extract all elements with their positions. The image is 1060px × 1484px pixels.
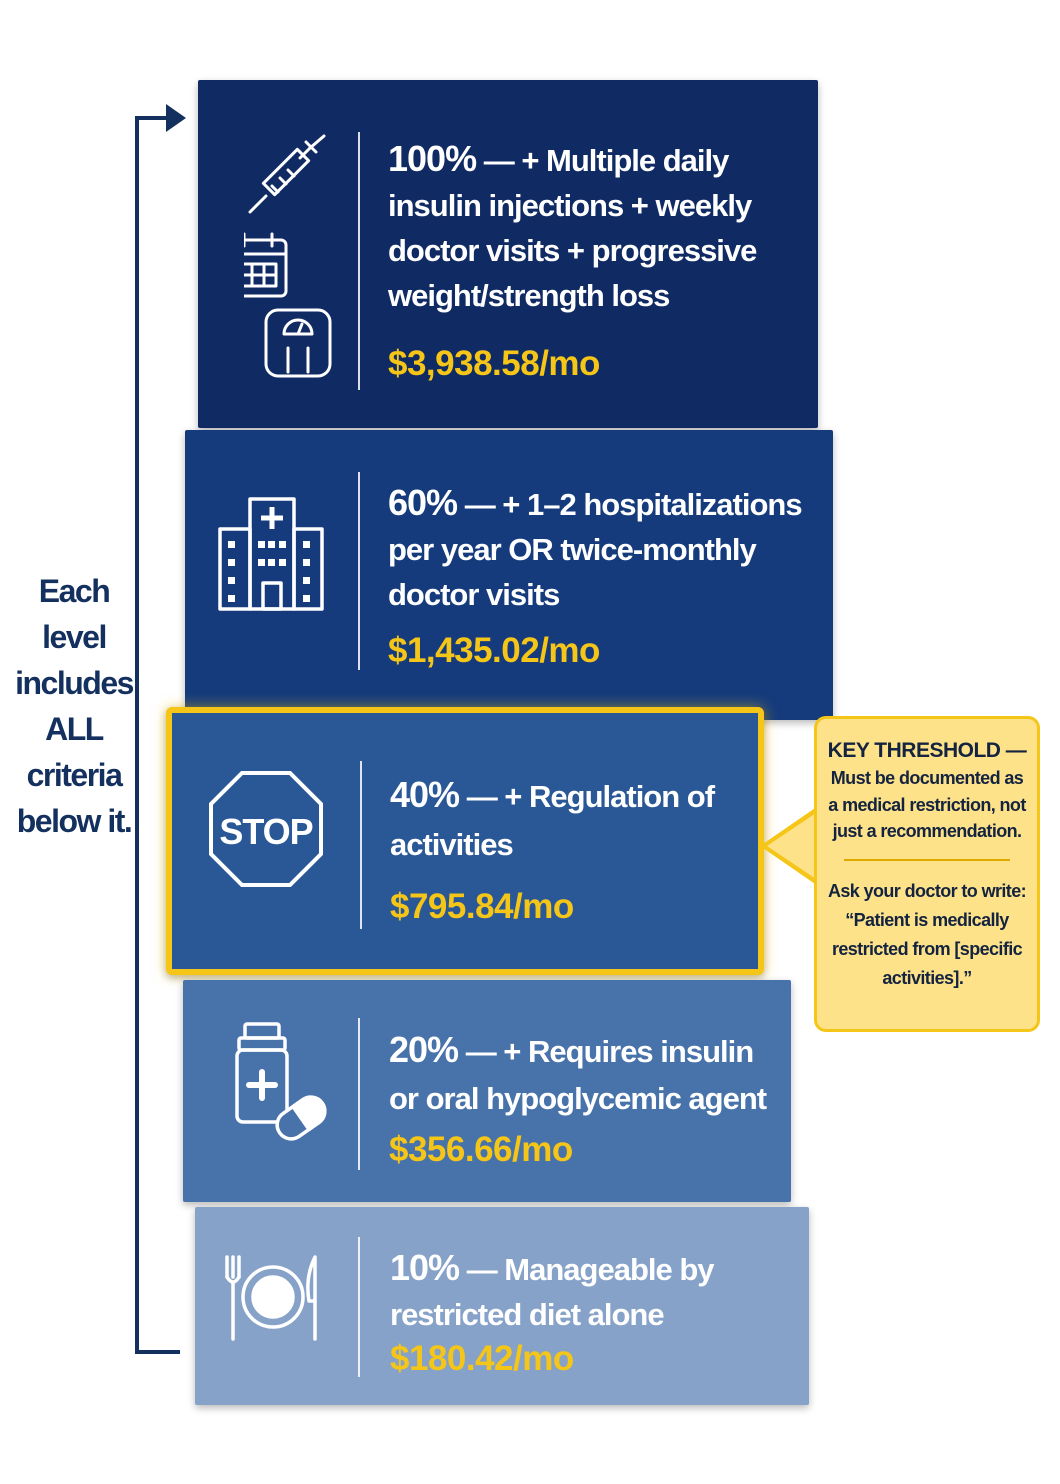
tier-100-icons: [244, 134, 384, 384]
tier-divider: [358, 1018, 360, 1170]
tier-divider: [358, 132, 360, 390]
knife-icon: [306, 1255, 317, 1341]
tier-criteria: — + 1–2 hospitalizations per year OR twi…: [388, 487, 803, 612]
tier-100-percent: 100% — + Multiple daily insulin injectio…: [198, 80, 818, 428]
tier-10-percent: 10% — Manageable by restricted diet alon…: [195, 1207, 809, 1405]
stop-sign-label: STOP: [219, 811, 312, 852]
hospital-icon: [215, 494, 327, 614]
tier-percent: 20%: [389, 1029, 459, 1070]
pill-icon: [275, 1095, 327, 1141]
tier-60-percent: 60% — + 1–2 hospitalizations per year OR…: [185, 430, 833, 720]
callout-pointer-fill: [767, 811, 819, 881]
key-threshold-callout: KEY THRESHOLD — Must be documented as a …: [814, 716, 1040, 1032]
tier-40-description: 40% — + Regulation of activities: [390, 771, 750, 869]
stop-sign-icon: STOP: [208, 769, 324, 889]
tier-100-price: $3,938.58/mo: [388, 344, 600, 383]
callout-divider: [844, 858, 1010, 861]
tier-40-text: 40% — + Regulation of activities $795.84…: [390, 771, 750, 927]
tier-percent: 60%: [388, 482, 458, 523]
side-note-line: ALL: [45, 711, 104, 747]
includes-below-bracket-arrow: [135, 104, 186, 1354]
tier-20-percent: 20% — + Requires insulin or oral hypogly…: [183, 980, 791, 1202]
tier-criteria: — + Multiple daily insulin injections + …: [388, 143, 757, 313]
tier-60-text: 60% — + 1–2 hospitalizations per year OR…: [388, 480, 828, 671]
tier-20-icons: [231, 1020, 331, 1146]
tier-60-description: 60% — + 1–2 hospitalizations per year OR…: [388, 480, 828, 617]
tier-percent: 40%: [390, 774, 460, 815]
tier-20-description: 20% — + Requires insulin or oral hypogly…: [389, 1026, 779, 1122]
side-note-line: Each: [38, 573, 111, 609]
side-note-line: level: [42, 619, 107, 655]
callout-body: Must be documented as a medical restrict…: [828, 768, 1026, 841]
side-note-line: includes: [15, 665, 134, 701]
tier-100-text: 100% — + Multiple daily insulin injectio…: [388, 136, 808, 384]
tier-10-description: 10% — Manageable by restricted diet alon…: [390, 1245, 790, 1337]
tier-10-icons: [217, 1253, 329, 1343]
calendar-icon: [244, 232, 288, 298]
tier-criteria: — + Regulation of activities: [390, 779, 715, 862]
tier-divider: [360, 761, 362, 929]
tier-percent: 10%: [390, 1247, 460, 1288]
tier-60-price: $1,435.02/mo: [388, 631, 600, 670]
medicine-bottle-icon: [235, 1022, 289, 1124]
tier-criteria: — + Requires insulin or oral hypoglycemi…: [389, 1034, 767, 1116]
tier-100-description: 100% — + Multiple daily insulin injectio…: [388, 136, 808, 318]
fork-icon: [225, 1255, 241, 1341]
callout-title: KEY THRESHOLD —: [827, 739, 1027, 762]
scale-icon: [264, 308, 332, 378]
tier-percent: 100%: [388, 138, 477, 179]
plate-icon: [241, 1265, 305, 1329]
tier-divider: [358, 1237, 360, 1377]
callout-ask: Ask your doctor to write: “Patient is me…: [827, 880, 1027, 988]
side-note-line: criteria: [26, 757, 123, 793]
includes-all-criteria-note: Each level includes ALL criteria below i…: [10, 568, 138, 844]
tier-20-text: 20% — + Requires insulin or oral hypogly…: [389, 1026, 779, 1170]
tier-20-price: $356.66/mo: [389, 1130, 573, 1169]
tier-10-text: 10% — Manageable by restricted diet alon…: [390, 1245, 790, 1379]
syringe-icon: [248, 134, 326, 214]
tier-40-price: $795.84/mo: [390, 887, 574, 926]
tier-criteria: — Manageable by restricted diet alone: [390, 1252, 715, 1332]
tier-40-percent: STOP 40% — + Regulation of activities $7…: [166, 707, 764, 975]
tier-10-price: $180.42/mo: [390, 1339, 574, 1378]
side-note-line: below it.: [16, 803, 133, 839]
tier-divider: [358, 472, 360, 670]
